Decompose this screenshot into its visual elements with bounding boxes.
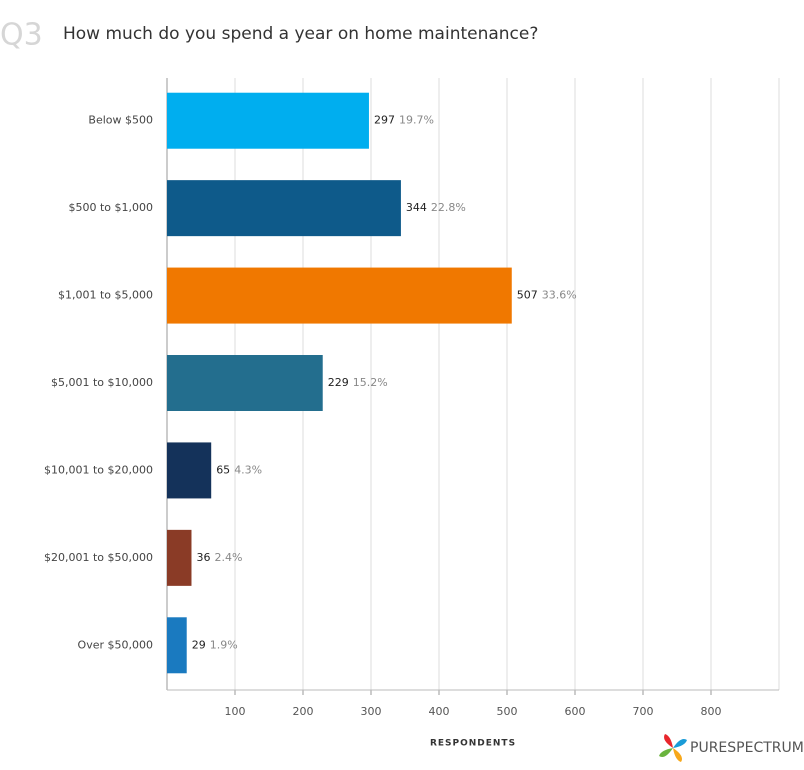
- y-tick-label: $5,001 to $10,000: [51, 376, 153, 389]
- value-label: 297: [374, 114, 395, 127]
- x-tick-label: 600: [565, 705, 586, 718]
- value-label: 29: [192, 638, 206, 651]
- percent-label: 33.6%: [542, 289, 577, 302]
- bar: [167, 180, 401, 237]
- chart-title: How much do you spend a year on home mai…: [63, 24, 538, 44]
- percent-label: 15.2%: [353, 376, 388, 389]
- bar: [167, 355, 323, 411]
- x-tick-label: 500: [497, 705, 518, 718]
- bar: [167, 529, 192, 586]
- x-axis-label: RESPONDENTS: [430, 739, 516, 749]
- x-tick-label: 300: [361, 705, 382, 718]
- question-number: Q3: [0, 18, 43, 53]
- y-tick-label: Below $500: [88, 114, 153, 127]
- x-tick-label: 700: [633, 705, 654, 718]
- brand-logo: [659, 734, 687, 762]
- value-label: 229: [328, 376, 349, 389]
- x-tick-label: 800: [701, 705, 722, 718]
- percent-label: 22.8%: [431, 201, 466, 214]
- x-tick-label: 200: [293, 705, 314, 718]
- value-label: 344: [406, 201, 427, 214]
- bar: [167, 92, 369, 149]
- bar: [167, 617, 187, 674]
- bar: [167, 442, 212, 499]
- y-tick-label: $500 to $1,000: [68, 201, 153, 214]
- percent-label: 19.7%: [399, 114, 434, 127]
- x-tick-label: 400: [429, 705, 450, 718]
- y-tick-label: $20,001 to $50,000: [44, 551, 153, 564]
- x-tick-label: 100: [225, 705, 246, 718]
- value-label: 65: [216, 463, 230, 476]
- y-tick-label: $1,001 to $5,000: [58, 289, 153, 302]
- percent-label: 4.3%: [234, 463, 262, 476]
- percent-label: 2.4%: [214, 551, 242, 564]
- y-tick-label: $10,001 to $20,000: [44, 463, 153, 476]
- bar: [167, 267, 512, 324]
- percent-label: 1.9%: [210, 638, 238, 651]
- value-label: 36: [196, 551, 210, 564]
- value-label: 507: [517, 289, 538, 302]
- brand-name: PURESPECTRUM: [690, 740, 804, 756]
- y-tick-label: Over $50,000: [78, 638, 153, 651]
